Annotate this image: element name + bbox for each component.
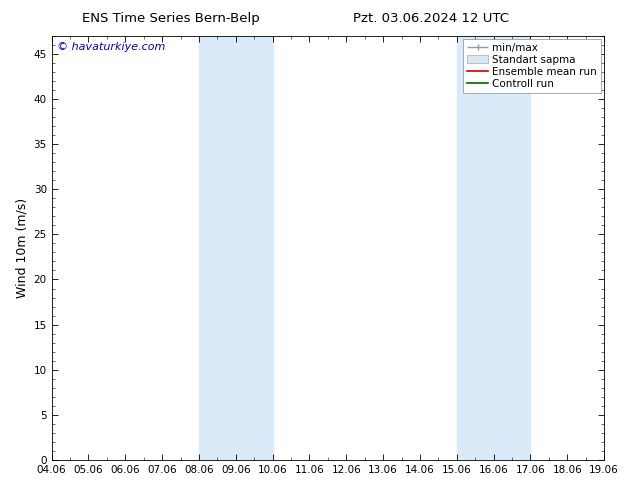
Legend: min/max, Standart sapma, Ensemble mean run, Controll run: min/max, Standart sapma, Ensemble mean r… [463,39,601,93]
Text: Pzt. 03.06.2024 12 UTC: Pzt. 03.06.2024 12 UTC [353,12,509,25]
Bar [457,36,531,460]
Bar [199,36,273,460]
Text: ENS Time Series Bern-Belp: ENS Time Series Bern-Belp [82,12,260,25]
Y-axis label: Wind 10m (m/s): Wind 10m (m/s) [15,198,28,298]
Text: © havaturkiye.com: © havaturkiye.com [57,42,165,52]
